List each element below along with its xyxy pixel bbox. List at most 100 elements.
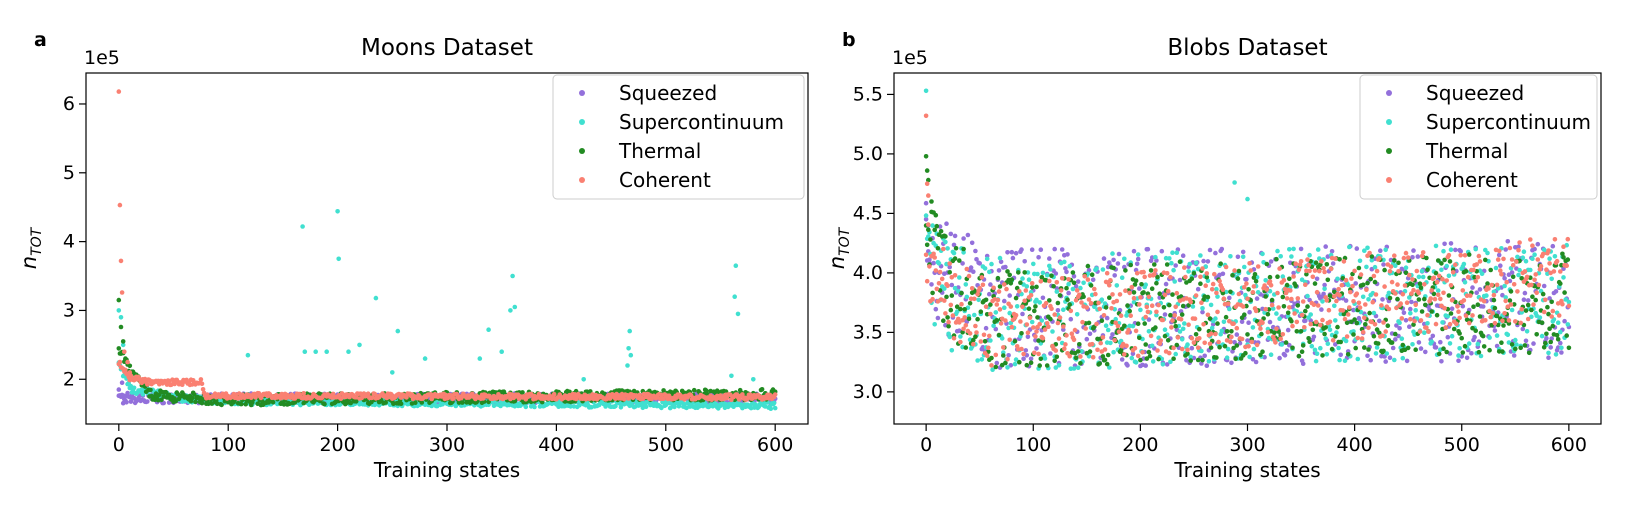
data-point: [1333, 318, 1338, 323]
data-point: [1130, 351, 1136, 357]
data-point: [1269, 302, 1275, 308]
data-point: [1383, 359, 1388, 364]
data-point: [1021, 351, 1026, 357]
data-point: [395, 328, 401, 334]
data-point: [1412, 318, 1417, 324]
data-point: [1516, 247, 1521, 253]
data-point: [1323, 325, 1328, 330]
data-point: [1260, 251, 1265, 257]
data-point: [369, 399, 374, 405]
data-point: [1407, 272, 1412, 278]
data-point: [1023, 288, 1029, 293]
data-point: [1028, 293, 1034, 298]
data-point: [1038, 279, 1044, 284]
data-point: [951, 335, 957, 341]
data-point: [960, 261, 965, 266]
data-point: [1395, 282, 1400, 287]
data-point: [1062, 346, 1067, 352]
data-point: [964, 266, 970, 272]
data-point: [1039, 275, 1045, 280]
data-point: [1246, 287, 1251, 292]
legend-marker: [579, 90, 585, 96]
data-point: [627, 328, 632, 334]
data-point: [1268, 259, 1274, 264]
data-point: [1340, 308, 1346, 313]
data-point: [1246, 344, 1251, 349]
data-point: [978, 309, 984, 315]
data-point: [1026, 277, 1032, 283]
data-point: [1431, 291, 1437, 297]
data-point: [1088, 283, 1094, 288]
data-point: [1541, 283, 1547, 289]
data-point: [994, 318, 1000, 323]
data-point: [1135, 321, 1141, 327]
data-point: [1089, 272, 1095, 278]
data-point: [942, 286, 947, 291]
data-point: [1123, 268, 1128, 273]
data-point: [1094, 321, 1099, 327]
data-point: [1287, 305, 1292, 310]
data-point: [1040, 336, 1046, 341]
data-point: [1172, 279, 1177, 284]
data-point: [1140, 350, 1145, 355]
data-point: [1034, 297, 1039, 303]
data-point: [1400, 355, 1406, 361]
data-point: [1103, 305, 1109, 310]
data-point: [1267, 319, 1273, 325]
data-point: [1291, 274, 1296, 279]
x-tick-label: 100: [1015, 434, 1051, 456]
data-point: [1047, 263, 1052, 269]
data-point: [1159, 248, 1165, 254]
data-point: [1109, 306, 1114, 311]
data-point: [1055, 308, 1061, 313]
data-point: [936, 281, 942, 286]
data-point: [1199, 300, 1204, 306]
data-point: [1165, 338, 1171, 343]
data-point: [1138, 357, 1143, 363]
data-point: [1341, 259, 1347, 264]
data-point: [1168, 312, 1173, 318]
data-point: [1313, 319, 1319, 325]
data-point: [1180, 253, 1186, 258]
data-point: [1366, 325, 1371, 331]
data-point: [551, 391, 557, 397]
data-point: [1077, 292, 1082, 298]
data-point: [1155, 274, 1160, 280]
data-point: [1215, 309, 1220, 315]
data-point: [1289, 254, 1294, 259]
data-point: [1505, 332, 1511, 338]
data-point: [991, 323, 996, 329]
data-point: [1074, 312, 1080, 317]
data-point: [1213, 331, 1218, 337]
data-point: [1519, 307, 1524, 312]
data-point: [127, 370, 133, 375]
data-point: [1314, 276, 1320, 282]
legend-marker: [579, 119, 585, 125]
data-point: [1122, 352, 1127, 357]
data-point: [1239, 319, 1245, 325]
data-point: [1024, 284, 1030, 289]
data-point: [1403, 318, 1409, 323]
data-point: [1420, 250, 1426, 255]
data-point: [1188, 299, 1193, 305]
data-point: [1547, 326, 1552, 332]
data-point: [1496, 252, 1502, 258]
data-point: [1393, 331, 1398, 337]
data-point: [1110, 251, 1115, 256]
data-point: [1429, 288, 1434, 293]
data-point: [1161, 305, 1167, 310]
data-point: [933, 306, 939, 312]
data-point: [1116, 251, 1122, 257]
data-point: [1123, 288, 1128, 294]
data-point: [1254, 296, 1260, 301]
data-point: [961, 236, 966, 241]
data-point: [1240, 254, 1246, 260]
data-point: [1146, 317, 1152, 322]
data-point: [1021, 356, 1026, 362]
data-point: [460, 400, 465, 405]
data-point: [1031, 261, 1036, 267]
data-point: [1439, 359, 1444, 364]
data-point: [118, 324, 124, 330]
data-point: [1195, 357, 1201, 363]
